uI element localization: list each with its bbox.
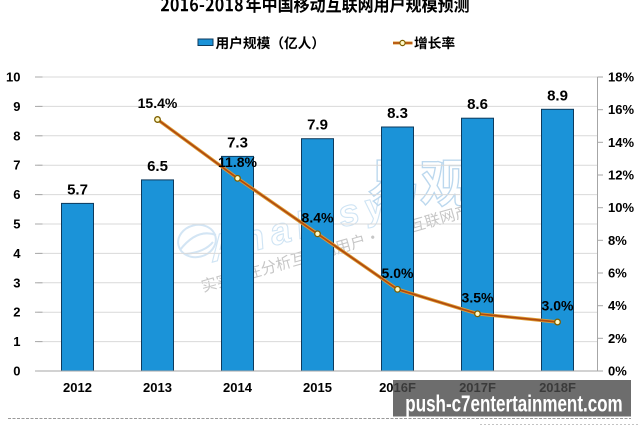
svg-text:10: 10 bbox=[6, 70, 20, 85]
svg-text:1: 1 bbox=[13, 334, 20, 349]
svg-text:5.0%: 5.0% bbox=[382, 265, 414, 281]
svg-text:7: 7 bbox=[13, 158, 20, 173]
svg-text:6: 6 bbox=[13, 187, 20, 202]
svg-text:14%: 14% bbox=[608, 135, 634, 150]
svg-text:3.0%: 3.0% bbox=[542, 298, 574, 314]
svg-text:10%: 10% bbox=[608, 200, 634, 215]
svg-text:4: 4 bbox=[13, 246, 21, 261]
svg-text:8.6: 8.6 bbox=[467, 96, 488, 113]
svg-text:2015: 2015 bbox=[303, 380, 332, 395]
svg-text:9: 9 bbox=[13, 99, 20, 114]
svg-text:6%: 6% bbox=[608, 266, 627, 281]
svg-text:5.7: 5.7 bbox=[67, 181, 88, 198]
svg-text:8.4%: 8.4% bbox=[302, 209, 334, 225]
svg-text:12%: 12% bbox=[608, 168, 634, 183]
svg-text:7.3: 7.3 bbox=[227, 134, 248, 151]
svg-text:3.5%: 3.5% bbox=[462, 289, 494, 305]
svg-text:8: 8 bbox=[13, 128, 20, 143]
svg-text:15.4%: 15.4% bbox=[138, 95, 178, 111]
svg-text:6.5: 6.5 bbox=[147, 158, 168, 175]
svg-text:0: 0 bbox=[13, 364, 20, 379]
svg-text:push-c7entertainment.com: push-c7entertainment.com bbox=[405, 392, 622, 417]
svg-text:11.8%: 11.8% bbox=[218, 154, 257, 170]
svg-text:2%: 2% bbox=[608, 331, 627, 346]
svg-text:2014: 2014 bbox=[223, 380, 253, 395]
svg-text:18%: 18% bbox=[608, 70, 634, 85]
svg-text:0%: 0% bbox=[608, 364, 627, 379]
svg-text:2012: 2012 bbox=[63, 380, 92, 395]
svg-text:7.9: 7.9 bbox=[307, 117, 328, 134]
svg-text:8%: 8% bbox=[608, 233, 627, 248]
svg-text:3: 3 bbox=[13, 275, 20, 290]
svg-text:2013: 2013 bbox=[143, 380, 172, 395]
svg-text:4%: 4% bbox=[608, 298, 627, 313]
svg-text:16%: 16% bbox=[608, 102, 634, 117]
svg-text:8.9: 8.9 bbox=[547, 87, 568, 104]
svg-text:8.3: 8.3 bbox=[387, 105, 408, 122]
svg-text:5: 5 bbox=[13, 217, 20, 232]
svg-text:2: 2 bbox=[13, 305, 20, 320]
